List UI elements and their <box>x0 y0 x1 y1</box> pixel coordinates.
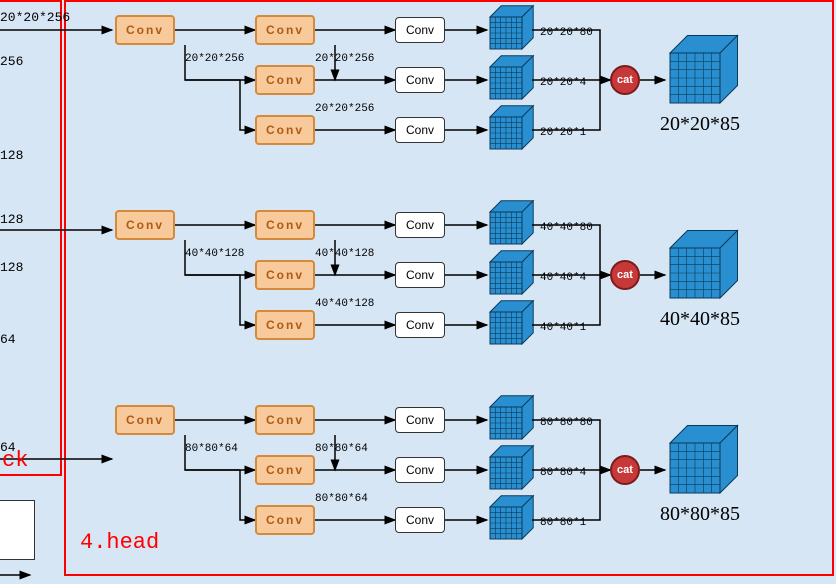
dim-out-b2-r1: 80*80*4 <box>540 467 586 479</box>
left-dim-2: 128 <box>0 148 23 163</box>
conv3-b2-r1: Conv <box>395 457 445 483</box>
out-label-b0: 20*20*85 <box>660 113 740 136</box>
dim-conv1-b1: 40*40*128 <box>185 248 244 260</box>
out-cube-b1 <box>670 231 738 299</box>
dim-out-b0-r2: 20*20*1 <box>540 127 586 139</box>
dim-out-b0-r0: 20*20*80 <box>540 27 593 39</box>
feat-cube-b1-r0 <box>490 201 533 244</box>
conv2-b2-r0: Conv <box>255 405 315 435</box>
feat-cube-b2-r1 <box>490 446 533 489</box>
dim-out-b2-r0: 80*80*80 <box>540 417 593 429</box>
conv2-b0-r1: Conv <box>255 65 315 95</box>
conv2-b0-r0: Conv <box>255 15 315 45</box>
conv3-b1-r1: Conv <box>395 262 445 288</box>
dim-conv1-b0: 20*20*256 <box>185 53 244 65</box>
section-head-label: 4.head <box>80 530 159 555</box>
dim-out-b1-r0: 40*40*80 <box>540 222 593 234</box>
conv3-b2-r2: Conv <box>395 507 445 533</box>
conv2-b0-r2: Conv <box>255 115 315 145</box>
left-dim-5: 64 <box>0 332 16 347</box>
feat-cube-b1-r2 <box>490 301 533 344</box>
dim-mid1-b2: 80*80*64 <box>315 443 368 455</box>
dim-conv1-b2: 80*80*64 <box>185 443 238 455</box>
dim-mid1-b1: 40*40*128 <box>315 248 374 260</box>
out-label-b1: 40*40*85 <box>660 308 740 331</box>
feat-cube-b0-r2 <box>490 106 533 149</box>
left-dim-6: 64 <box>0 440 16 455</box>
left-dim-3: 128 <box>0 212 23 227</box>
conv3-b0-r1: Conv <box>395 67 445 93</box>
conv1-b1: Conv <box>115 210 175 240</box>
conv3-b1-r2: Conv <box>395 312 445 338</box>
feat-cube-b1-r1 <box>490 251 533 294</box>
conv2-b1-r1: Conv <box>255 260 315 290</box>
conv3-b0-r2: Conv <box>395 117 445 143</box>
feat-cube-b2-r0 <box>490 396 533 439</box>
conv1-b0: Conv <box>115 15 175 45</box>
conv2-b1-r0: Conv <box>255 210 315 240</box>
conv2-b2-r1: Conv <box>255 455 315 485</box>
dim-mid2-b0: 20*20*256 <box>315 103 374 115</box>
dim-out-b1-r1: 40*40*4 <box>540 272 586 284</box>
left-dim-1: 256 <box>0 54 23 69</box>
feat-cube-b2-r2 <box>490 496 533 539</box>
conv2-b1-r2: Conv <box>255 310 315 340</box>
conv3-b2-r0: Conv <box>395 407 445 433</box>
cat-b1: cat <box>610 260 640 290</box>
dim-mid2-b1: 40*40*128 <box>315 298 374 310</box>
conv1-b2: Conv <box>115 405 175 435</box>
out-label-b2: 80*80*85 <box>660 503 740 526</box>
cat-b0: cat <box>610 65 640 95</box>
dim-out-b0-r1: 20*20*4 <box>540 77 586 89</box>
dim-out-b1-r2: 40*40*1 <box>540 322 586 334</box>
cat-b2: cat <box>610 455 640 485</box>
feat-cube-b0-r1 <box>490 56 533 99</box>
left-dim-4: 128 <box>0 260 23 275</box>
out-cube-b2 <box>670 426 738 494</box>
dim-mid1-b0: 20*20*256 <box>315 53 374 65</box>
left-dim-0: 20*20*256 <box>0 10 70 25</box>
dim-mid2-b2: 80*80*64 <box>315 493 368 505</box>
out-cube-b0 <box>670 36 738 104</box>
conv3-b1-r0: Conv <box>395 212 445 238</box>
feat-cube-b0-r0 <box>490 6 533 49</box>
conv3-b0-r0: Conv <box>395 17 445 43</box>
conv2-b2-r2: Conv <box>255 505 315 535</box>
dim-out-b2-r2: 80*80*1 <box>540 517 586 529</box>
